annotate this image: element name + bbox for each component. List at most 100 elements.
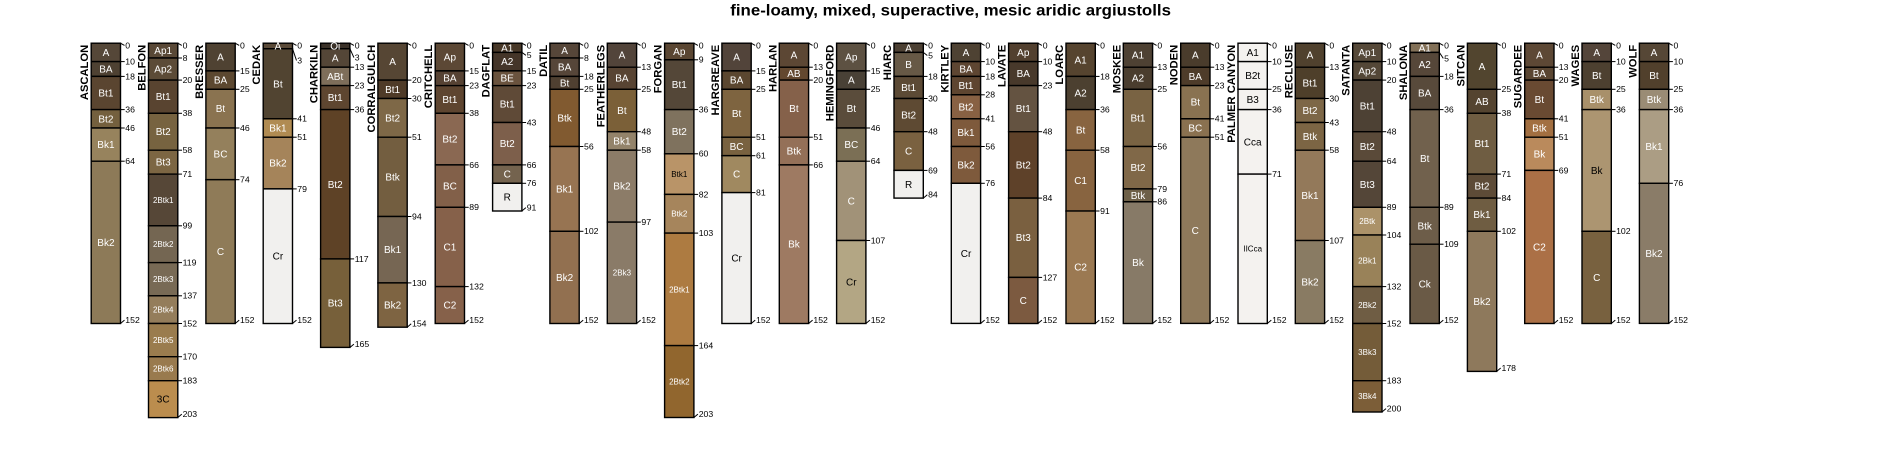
svg-text:HIARC: HIARC: [882, 45, 894, 80]
svg-text:Bt: Bt: [1535, 95, 1545, 106]
svg-text:Btk: Btk: [1589, 95, 1604, 106]
svg-text:91: 91: [527, 203, 537, 213]
svg-text:0: 0: [1272, 40, 1277, 50]
svg-text:Bk: Bk: [1591, 166, 1604, 177]
svg-text:0: 0: [469, 40, 474, 50]
svg-text:BA: BA: [443, 74, 457, 85]
svg-text:0: 0: [756, 40, 761, 50]
svg-text:Bk1: Bk1: [384, 245, 402, 256]
svg-text:Bk: Bk: [1534, 149, 1547, 160]
svg-text:86: 86: [1157, 197, 1167, 207]
svg-text:91: 91: [1100, 206, 1110, 216]
svg-text:Ap: Ap: [673, 47, 686, 58]
svg-text:NODEN: NODEN: [1169, 45, 1181, 85]
svg-text:71: 71: [1272, 169, 1282, 179]
svg-text:89: 89: [469, 202, 479, 212]
svg-text:2Btk6: 2Btk6: [153, 365, 174, 374]
svg-text:Bt2: Bt2: [1302, 106, 1317, 117]
svg-text:BE: BE: [501, 74, 515, 85]
svg-text:5: 5: [928, 50, 933, 60]
svg-text:152: 152: [1272, 315, 1287, 325]
svg-text:BRESSER: BRESSER: [194, 45, 206, 99]
svg-text:Ap1: Ap1: [1358, 48, 1376, 59]
svg-text:89: 89: [1444, 202, 1454, 212]
svg-text:109: 109: [1444, 239, 1459, 249]
svg-text:0: 0: [871, 40, 876, 50]
svg-text:152: 152: [297, 315, 312, 325]
svg-text:164: 164: [699, 341, 714, 351]
svg-text:36: 36: [1272, 105, 1282, 115]
svg-text:13: 13: [1559, 62, 1569, 72]
svg-text:A: A: [1192, 51, 1199, 62]
svg-text:66: 66: [813, 160, 823, 170]
svg-text:60: 60: [699, 149, 709, 159]
svg-text:36: 36: [699, 105, 709, 115]
svg-text:Ap2: Ap2: [154, 65, 172, 76]
svg-text:25: 25: [1502, 84, 1512, 94]
svg-text:A: A: [332, 54, 339, 65]
svg-text:Btk: Btk: [787, 147, 802, 158]
svg-text:AB: AB: [787, 69, 801, 80]
svg-text:152: 152: [1616, 315, 1631, 325]
svg-text:0: 0: [527, 40, 532, 50]
svg-text:0: 0: [1329, 40, 1334, 50]
svg-text:3C: 3C: [157, 395, 170, 406]
svg-text:A1: A1: [1247, 48, 1260, 59]
svg-text:0: 0: [1616, 40, 1621, 50]
svg-text:82: 82: [699, 189, 709, 199]
svg-text:A1: A1: [1074, 55, 1087, 66]
svg-text:Bk2: Bk2: [613, 182, 631, 193]
svg-text:Bt3: Bt3: [156, 158, 171, 169]
svg-text:152: 152: [183, 318, 198, 328]
svg-text:165: 165: [355, 339, 370, 349]
svg-text:94: 94: [412, 211, 422, 221]
svg-text:A: A: [1536, 51, 1543, 62]
svg-text:Bt: Bt: [1592, 71, 1602, 82]
svg-text:8: 8: [584, 53, 589, 63]
svg-text:51: 51: [1559, 132, 1569, 142]
svg-text:23: 23: [1215, 81, 1225, 91]
svg-text:103: 103: [699, 228, 714, 238]
svg-text:Cr: Cr: [846, 278, 857, 289]
svg-text:152: 152: [1387, 318, 1402, 328]
svg-text:Bt2: Bt2: [156, 127, 171, 138]
svg-text:Btk: Btk: [1417, 221, 1432, 232]
svg-text:CHARKILN: CHARKILN: [309, 45, 321, 103]
svg-text:48: 48: [641, 127, 651, 137]
svg-text:2Btk1: 2Btk1: [669, 285, 690, 294]
svg-text:81: 81: [756, 188, 766, 198]
svg-text:A: A: [1651, 48, 1658, 59]
svg-text:28: 28: [985, 90, 995, 100]
svg-text:SHALONA: SHALONA: [1398, 45, 1410, 100]
svg-text:C1: C1: [444, 243, 457, 254]
svg-text:A: A: [848, 76, 855, 87]
svg-text:107: 107: [1329, 235, 1344, 245]
svg-text:A: A: [619, 51, 626, 62]
svg-text:18: 18: [1100, 71, 1110, 81]
svg-text:152: 152: [813, 315, 828, 325]
svg-text:200: 200: [1387, 404, 1402, 414]
svg-text:Btk: Btk: [1303, 132, 1318, 143]
svg-text:56: 56: [985, 141, 995, 151]
svg-text:43: 43: [527, 117, 537, 127]
svg-text:CEDAK: CEDAK: [251, 45, 263, 85]
svg-text:152: 152: [871, 315, 886, 325]
svg-text:51: 51: [813, 132, 823, 142]
svg-text:152: 152: [125, 315, 140, 325]
svg-text:23: 23: [355, 81, 365, 91]
svg-text:2Btk2: 2Btk2: [669, 378, 690, 387]
svg-text:152: 152: [1444, 315, 1459, 325]
svg-text:A: A: [103, 48, 110, 59]
svg-text:Bt2: Bt2: [1016, 160, 1031, 171]
svg-text:107: 107: [871, 235, 886, 245]
svg-text:FEATHERLEGS: FEATHERLEGS: [595, 44, 607, 127]
svg-text:58: 58: [1329, 145, 1339, 155]
svg-text:Bt1: Bt1: [98, 89, 113, 100]
svg-text:64: 64: [125, 156, 135, 166]
svg-text:69: 69: [1559, 165, 1569, 175]
svg-text:BC: BC: [1188, 124, 1202, 135]
svg-text:A: A: [905, 43, 912, 54]
svg-text:A: A: [1593, 48, 1600, 59]
svg-text:84: 84: [928, 190, 938, 200]
svg-text:Bk2: Bk2: [384, 301, 402, 312]
